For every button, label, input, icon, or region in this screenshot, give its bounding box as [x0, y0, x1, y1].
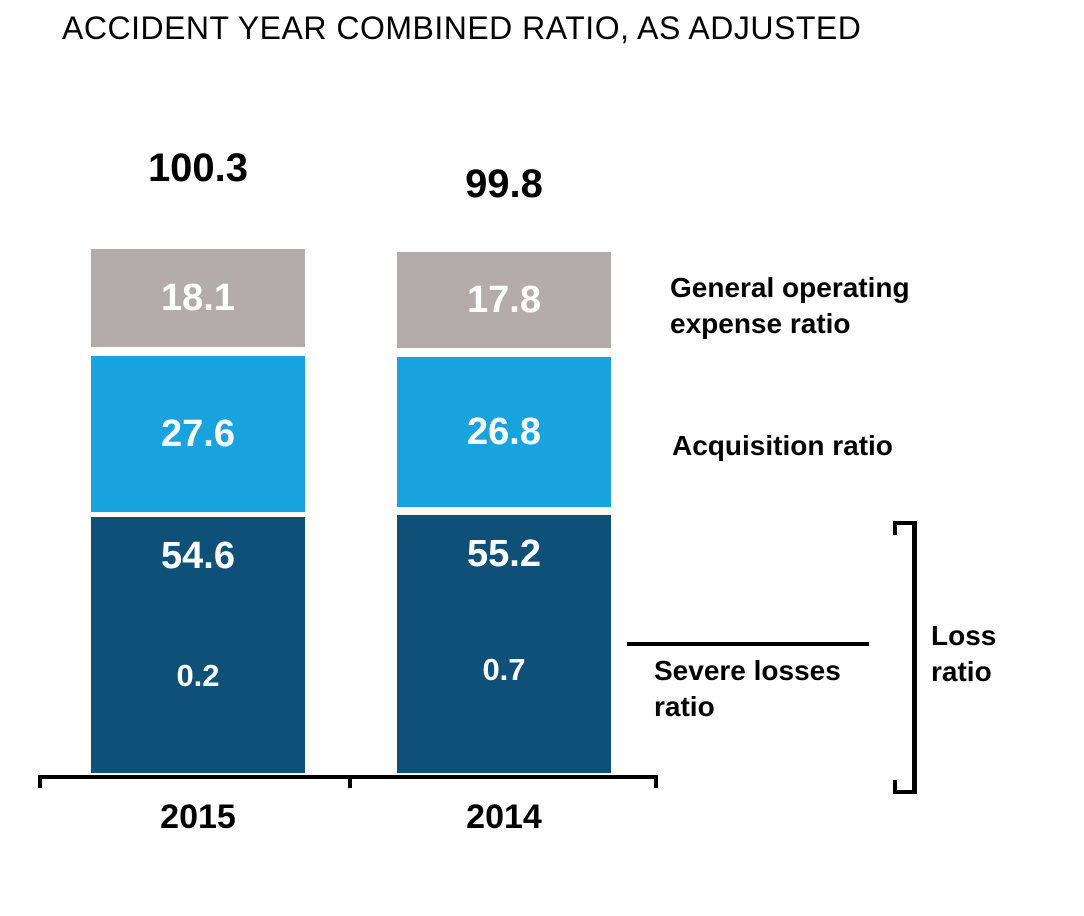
bar-2014-severe-losses-value: 0.7	[482, 652, 526, 687]
x-axis-label-2014: 2014	[466, 798, 542, 836]
bar-value-label: 27.6	[161, 412, 235, 455]
bracket-top-hook	[893, 525, 897, 535]
legend-acquisition-ratio: Acquisition ratio	[672, 430, 893, 461]
loss-ratio-bracket	[893, 521, 917, 794]
legend-loss-ratio: Loss ratio	[931, 620, 997, 687]
bar-2015-general-operating-expense: 18.1	[91, 249, 305, 347]
bar-2015-loss: 54.6	[91, 517, 305, 773]
x-axis-label-2015: 2015	[160, 798, 236, 836]
chart-title: ACCIDENT YEAR COMBINED RATIO, AS ADJUSTE…	[62, 10, 862, 46]
bar-2014-loss: 55.2	[397, 515, 611, 773]
bar-value-label: 26.8	[467, 410, 541, 453]
severe-losses-separator-line	[627, 642, 869, 646]
x-axis-tick-right	[654, 775, 658, 788]
bar-value-label: 54.6	[161, 535, 235, 577]
legend-general-operating-expense-ratio: General operating expense ratio	[670, 272, 910, 339]
bar-2014-general-operating-expense: 17.8	[397, 252, 611, 348]
bar-value-label: 18.1	[161, 276, 235, 319]
total-label-2015: 100.3	[147, 146, 249, 190]
bracket-bottom-hook	[893, 780, 897, 790]
bar-2014-acquisition: 26.8	[397, 357, 611, 507]
x-axis-tick-left	[38, 775, 42, 788]
legend-severe-losses-ratio: Severe losses ratio	[654, 655, 841, 722]
x-axis-tick-middle	[348, 775, 352, 788]
total-label-2014: 99.8	[465, 162, 543, 206]
bar-value-label: 17.8	[467, 278, 541, 321]
bar-2015-severe-losses-value: 0.2	[176, 658, 220, 693]
bar-2015-acquisition: 27.6	[91, 356, 305, 512]
bar-value-label: 55.2	[467, 533, 541, 575]
